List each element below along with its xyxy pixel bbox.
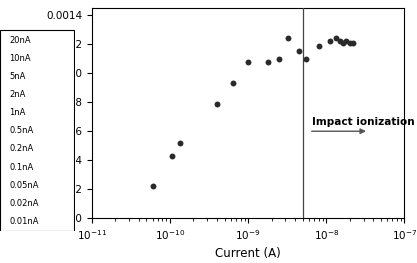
Text: 0.2nA: 0.2nA: [9, 144, 33, 154]
Text: 2nA: 2nA: [9, 90, 25, 99]
Text: 0.1nA: 0.1nA: [9, 163, 33, 171]
Point: [315, 43, 322, 48]
Point: [303, 57, 309, 61]
Point: [340, 41, 347, 45]
X-axis label: Current (A): Current (A): [215, 247, 281, 260]
Y-axis label: (C-C$_0$)/C$_0$: (C-C$_0$)/C$_0$: [27, 86, 43, 140]
Point: [230, 81, 237, 85]
Text: 20nA: 20nA: [9, 36, 30, 45]
Text: Impact ionization: Impact ionization: [311, 117, 414, 127]
Point: [149, 184, 156, 189]
Point: [343, 39, 349, 43]
Text: 1nA: 1nA: [9, 108, 25, 117]
Point: [326, 39, 333, 43]
Point: [265, 59, 271, 64]
Point: [168, 154, 175, 158]
Point: [284, 36, 291, 41]
Text: 0.02nA: 0.02nA: [9, 199, 38, 208]
Point: [347, 41, 353, 45]
Point: [177, 141, 183, 145]
Point: [276, 57, 283, 61]
Text: 5nA: 5nA: [9, 72, 25, 81]
Text: 10nA: 10nA: [9, 54, 30, 63]
Point: [337, 39, 344, 43]
Point: [333, 36, 340, 41]
Point: [214, 102, 220, 106]
Text: 0.01nA: 0.01nA: [9, 217, 38, 226]
Point: [350, 41, 357, 45]
Text: 0.05nA: 0.05nA: [9, 181, 38, 190]
Point: [245, 59, 251, 64]
Text: 0.5nA: 0.5nA: [9, 127, 33, 135]
Point: [296, 49, 302, 54]
